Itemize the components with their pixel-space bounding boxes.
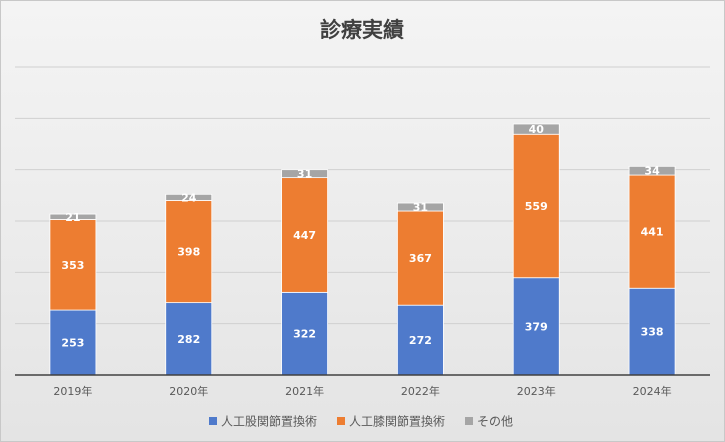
data-label: 31 — [297, 168, 312, 181]
x-tick-label: 2020年 — [169, 384, 208, 398]
bar-segment — [49, 213, 97, 220]
bar-segment — [397, 202, 444, 212]
bar-segment — [512, 133, 560, 279]
bar-segment — [512, 277, 560, 376]
legend-swatch — [209, 417, 217, 425]
bar-segment — [397, 304, 444, 376]
x-tick-label: 2024年 — [633, 384, 672, 398]
bar-segment — [628, 165, 676, 176]
bar-segment — [165, 302, 213, 376]
data-label: 379 — [525, 320, 548, 333]
data-label: 34 — [644, 165, 660, 178]
data-label: 282 — [177, 333, 200, 346]
x-tick-label: 2022年 — [401, 384, 440, 398]
data-label: 322 — [293, 328, 316, 341]
legend-label: その他 — [477, 415, 513, 429]
x-tick-label: 2019年 — [53, 384, 92, 398]
bar-segment — [165, 200, 213, 304]
bar-segment — [49, 219, 97, 311]
bar-segment — [49, 309, 97, 376]
data-label: 398 — [177, 246, 200, 259]
bar-segment — [512, 123, 560, 135]
data-label: 441 — [641, 226, 664, 239]
data-label: 272 — [409, 334, 432, 347]
data-label: 367 — [409, 252, 432, 265]
data-label: 31 — [413, 201, 428, 214]
bar-segment — [281, 177, 328, 293]
legend-swatch — [337, 417, 345, 425]
chart-title: 診療実績 — [320, 18, 404, 42]
bar-segment — [281, 291, 328, 376]
data-label: 40 — [529, 123, 545, 136]
legend-label: 人工膝関節置換術 — [349, 414, 445, 429]
data-label: 559 — [525, 200, 548, 213]
data-label: 353 — [61, 259, 84, 272]
bar-segment — [628, 287, 676, 376]
x-tick-label: 2021年 — [285, 384, 324, 398]
legend-swatch — [465, 417, 473, 425]
legend-label: 人工股関節置換術 — [221, 414, 317, 429]
bar-segment — [281, 169, 328, 179]
data-label: 21 — [65, 211, 80, 224]
data-label: 338 — [641, 326, 664, 339]
data-label: 447 — [293, 229, 316, 242]
bar-segment — [165, 193, 213, 201]
x-tick-label: 2023年 — [517, 384, 556, 398]
data-label: 24 — [181, 191, 197, 204]
data-label: 253 — [61, 337, 84, 350]
